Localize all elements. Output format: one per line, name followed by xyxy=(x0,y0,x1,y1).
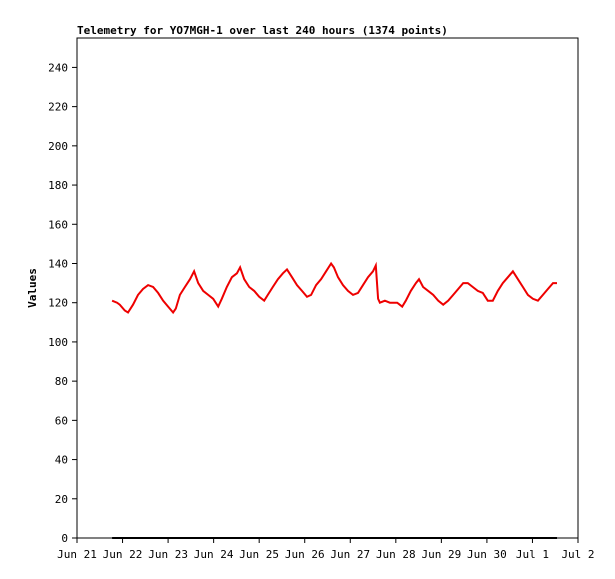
y-tick-label: 40 xyxy=(55,454,68,467)
x-tick-label: Jun 27 xyxy=(330,548,370,561)
y-tick-label: 100 xyxy=(48,336,68,349)
y-tick-label: 120 xyxy=(48,297,68,310)
y-tick-label: 20 xyxy=(55,493,68,506)
chart-title: Telemetry for YO7MGH-1 over last 240 hou… xyxy=(77,24,448,37)
y-tick-label: 60 xyxy=(55,414,68,427)
x-tick-label: Jul 2 xyxy=(561,548,594,561)
x-tick-label: Jun 22 xyxy=(103,548,143,561)
x-tick-label: Jun 23 xyxy=(148,548,188,561)
x-tick-label: Jun 26 xyxy=(285,548,325,561)
y-tick-label: 0 xyxy=(61,532,68,545)
x-tick-label: Jun 30 xyxy=(467,548,507,561)
y-tick-label: 140 xyxy=(48,257,68,270)
y-tick-label: 80 xyxy=(55,375,68,388)
y-tick-label: 160 xyxy=(48,218,68,231)
y-axis-title: Values xyxy=(26,268,39,308)
y-tick-label: 200 xyxy=(48,140,68,153)
series-line xyxy=(111,261,557,315)
x-tick-label: Jun 25 xyxy=(239,548,279,561)
y-tick-label: 180 xyxy=(48,179,68,192)
x-tick-label: Jun 29 xyxy=(421,548,461,561)
x-tick-label: Jul 1 xyxy=(516,548,549,561)
y-tick-label: 220 xyxy=(48,101,68,114)
x-tick-label: Jun 21 xyxy=(57,548,97,561)
y-tick-label: 240 xyxy=(48,61,68,74)
x-tick-label: Jun 24 xyxy=(194,548,234,561)
x-tick-label: Jun 28 xyxy=(376,548,416,561)
